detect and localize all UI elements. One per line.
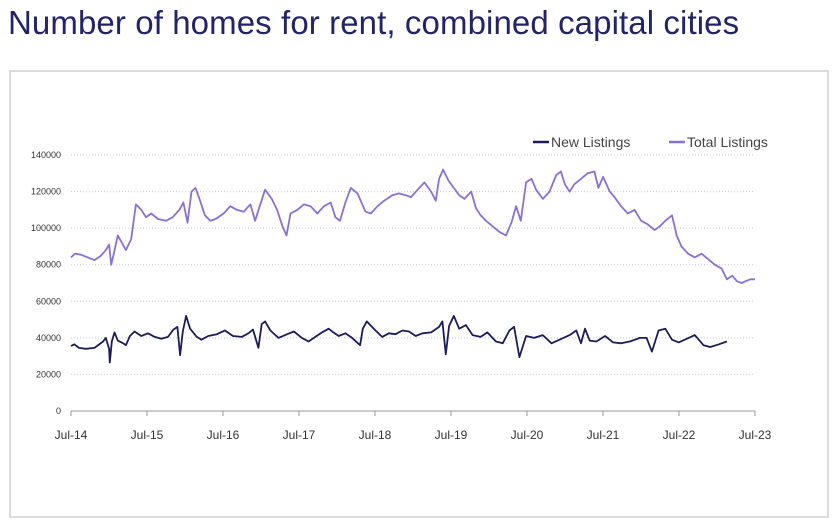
chart-frame: [9, 70, 829, 518]
y-axis-ticks: 0 20000 40000 60000 80000 100000 120000 140000: [31, 150, 61, 416]
series-lines: [70, 168, 755, 364]
x-tick-label: Jul-16: [207, 428, 240, 442]
x-tick-label: Jul-14: [55, 428, 88, 442]
x-tick-label: Jul-22: [663, 428, 696, 442]
y-tick-label: 120000: [31, 187, 61, 197]
y-tick-label: 40000: [36, 333, 61, 343]
series-line-new-listings: [70, 314, 728, 364]
y-tick-label: 60000: [36, 296, 61, 306]
y-tick-label: 100000: [31, 223, 61, 233]
x-tick-label: Jul-15: [131, 428, 164, 442]
x-tick-label: Jul-21: [587, 428, 620, 442]
legend-new-listings-label: New Listings: [551, 134, 630, 150]
grid-lines: [71, 154, 755, 375]
page-title: Number of homes for rent, combined capit…: [8, 4, 740, 41]
y-tick-label: 140000: [31, 150, 61, 160]
x-tick-label: Jul-20: [511, 428, 544, 442]
x-tick-label: Jul-18: [359, 428, 392, 442]
x-axis: Jul-14 Jul-15 Jul-16 Jul-17 Jul-18 Jul-19 Jul-…: [55, 410, 772, 442]
y-tick-label: 20000: [36, 369, 61, 379]
y-tick-label: 80000: [36, 260, 61, 270]
x-tick-label: Jul-23: [739, 428, 772, 442]
x-tick-label: Jul-19: [435, 428, 468, 442]
series-line-total-listings: [70, 168, 755, 284]
x-tick-label: Jul-17: [283, 428, 316, 442]
legend-total-listings-label: Total Listings: [687, 134, 768, 150]
y-tick-label: 0: [56, 406, 61, 416]
legend: New Listings Total Listings: [533, 134, 768, 150]
